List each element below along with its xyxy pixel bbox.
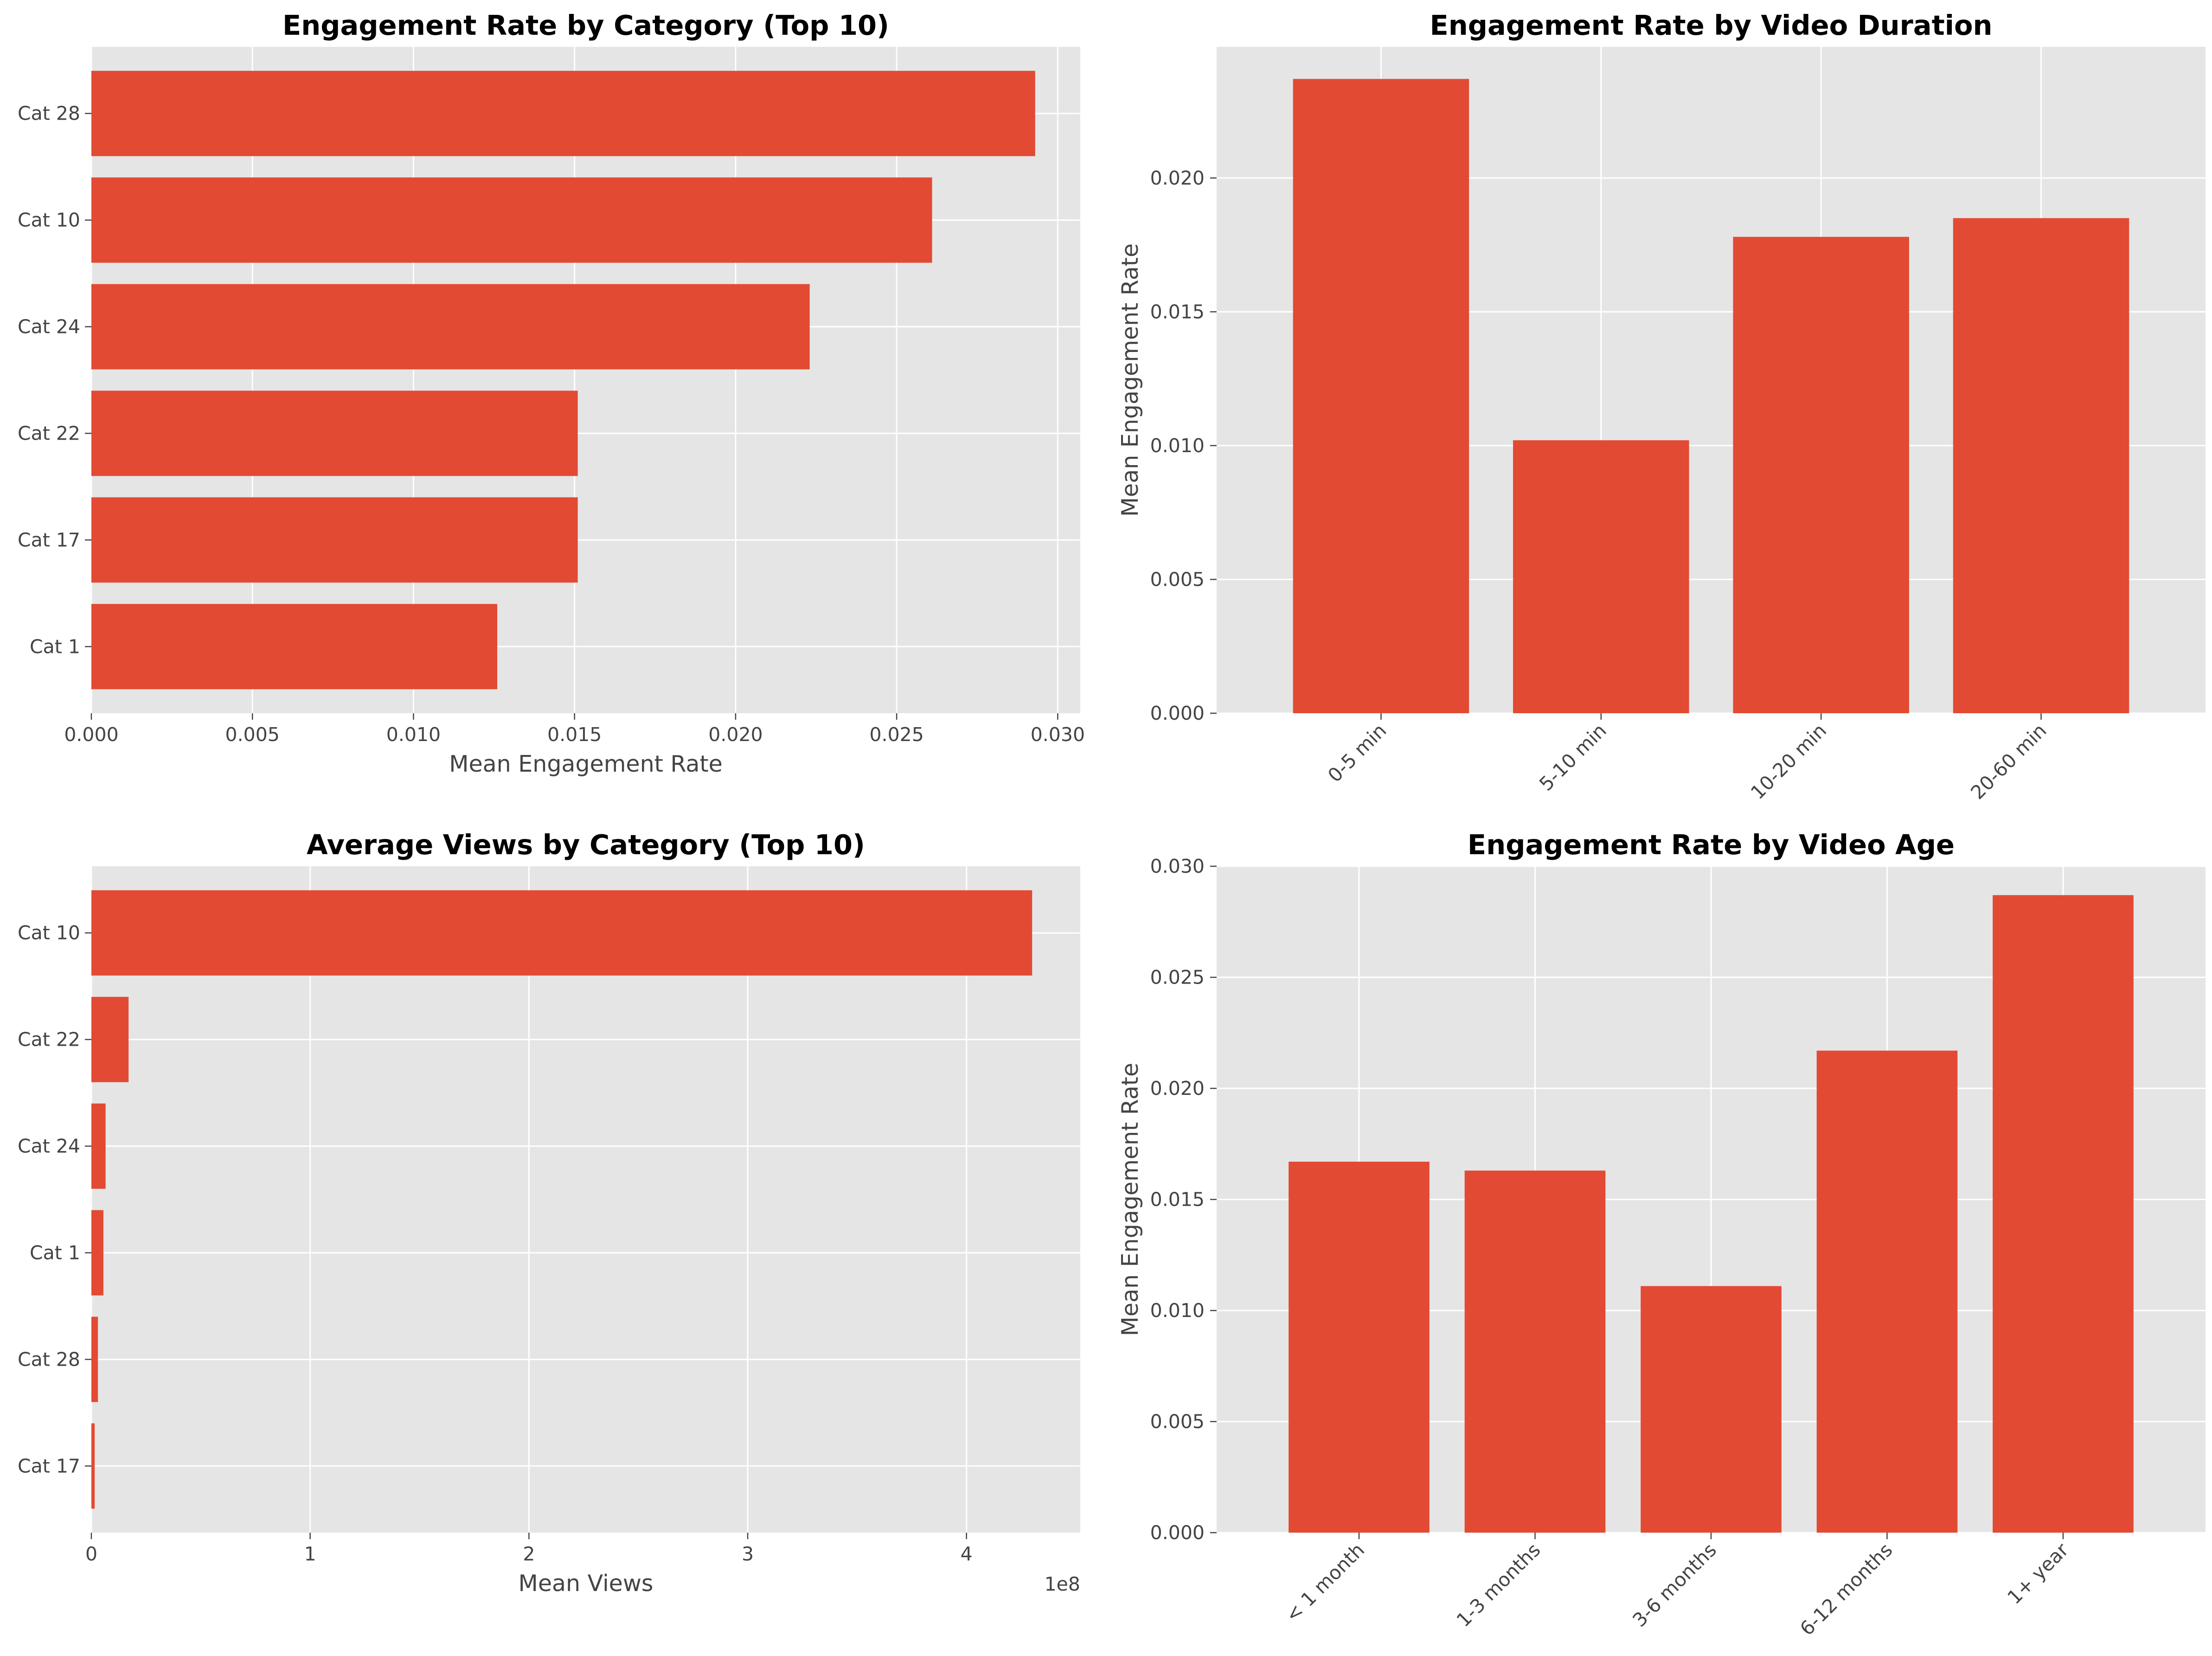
- x-tick-label: 3: [742, 1543, 754, 1565]
- y-tick-label: Cat 1: [30, 1241, 80, 1264]
- plot-area: [91, 866, 1080, 1533]
- x-tick-label: 20-60 min: [1967, 719, 2051, 804]
- y-tick-label: 0.000: [1150, 702, 1205, 724]
- plot-area: [91, 47, 1080, 713]
- y-tick-label: Cat 28: [18, 102, 80, 125]
- chart-title: Average Views by Category (Top 10): [307, 829, 865, 861]
- x-tick-label: 0.005: [225, 723, 280, 746]
- y-tick-label: Cat 10: [18, 922, 80, 944]
- bar-cat-24: [91, 284, 810, 370]
- x-tick-label: 1+ year: [2003, 1539, 2073, 1609]
- bar-0-5-min: [1293, 79, 1469, 713]
- x-tick-label: 0.010: [386, 723, 441, 746]
- chart-title: Engagement Rate by Category (Top 10): [282, 9, 889, 41]
- bar-10-20-min: [1733, 237, 1909, 714]
- x-tick-label: 0.020: [708, 723, 763, 746]
- y-tick-label: 0.020: [1150, 167, 1205, 189]
- chart-4: Engagement Rate by Video Age 0.000 0.005 0.…: [1117, 829, 2206, 1640]
- chart-2: Engagement Rate by Video Duration 0.000 0.…: [1117, 9, 2206, 804]
- chart-title: Engagement Rate by Video Duration: [1430, 9, 1992, 41]
- y-tick-label: 0.005: [1150, 568, 1205, 590]
- bar-3-6-months: [1641, 1286, 1782, 1533]
- y-tick-label: Cat 22: [18, 422, 80, 444]
- y-tick-label: 0.005: [1150, 1411, 1205, 1433]
- bar-cat-17: [91, 497, 578, 583]
- bar-cat-28: [91, 1317, 98, 1402]
- x-tick-label: 1-3 months: [1452, 1539, 1545, 1631]
- x-axis-label: Mean Engagement Rate: [449, 751, 723, 777]
- chart-3: Average Views by Category (Top 10) 0 1 2 3 4 C…: [18, 829, 1080, 1597]
- y-tick-label: Cat 24: [18, 316, 80, 338]
- bar-cat-10: [91, 890, 1032, 976]
- y-tick-label: 0.020: [1150, 1077, 1205, 1100]
- bar-1-3-months: [1464, 1170, 1606, 1533]
- y-axis-label: Mean Engagement Rate: [1117, 1063, 1143, 1336]
- y-tick-label: 0.025: [1150, 966, 1205, 989]
- x-tick-label: 6-12 months: [1795, 1539, 1897, 1640]
- bar-6-12-months: [1816, 1050, 1958, 1533]
- bar-20-60-min: [1953, 218, 2129, 714]
- y-tick-label: Cat 1: [30, 635, 80, 658]
- y-tick-label: 0.000: [1150, 1522, 1205, 1544]
- y-tick-label: 0.010: [1150, 1299, 1205, 1322]
- y-tick-label: 0.010: [1150, 435, 1205, 457]
- bar-5-10-min: [1513, 440, 1689, 713]
- x-tick-label: 0.030: [1031, 723, 1085, 746]
- x-tick-label: 5-10 min: [1535, 719, 1611, 795]
- x-tick-label: 0.015: [547, 723, 602, 746]
- y-tick-label: 0.030: [1150, 855, 1205, 877]
- bar-1-month: [1289, 1162, 1430, 1533]
- bar-cat-28: [91, 70, 1035, 156]
- bar-cat-24: [91, 1103, 106, 1189]
- bar-cat-22: [91, 390, 578, 476]
- y-tick-label: Cat 24: [18, 1135, 80, 1157]
- x-tick-label: 2: [523, 1543, 535, 1565]
- y-tick-label: Cat 28: [18, 1348, 80, 1370]
- y-tick-label: Cat 10: [18, 209, 80, 231]
- x-tick-label: 0.025: [869, 723, 923, 746]
- y-tick-label: Cat 17: [18, 529, 80, 551]
- x-axis-label: Mean Views: [519, 1570, 654, 1597]
- x-tick-label: 0.000: [64, 723, 118, 746]
- bar-cat-17: [91, 1423, 95, 1509]
- bar-cat-1: [91, 1210, 103, 1296]
- x-tick-label: < 1 month: [1281, 1539, 1369, 1626]
- x-tick-label: 10-20 min: [1746, 719, 1831, 804]
- y-tick-label: Cat 22: [18, 1029, 80, 1051]
- chart-title: Engagement Rate by Video Age: [1468, 829, 1955, 861]
- x-offset-label: 1e8: [1045, 1573, 1080, 1595]
- bar-cat-10: [91, 177, 932, 263]
- x-tick-label: 1: [304, 1543, 316, 1565]
- bar-cat-1: [91, 604, 498, 690]
- bar-1-year: [1993, 895, 2134, 1533]
- y-tick-label: 0.015: [1150, 1189, 1205, 1211]
- y-axis-label: Mean Engagement Rate: [1117, 243, 1143, 517]
- x-tick-label: 0: [85, 1543, 97, 1565]
- x-tick-label: 4: [961, 1543, 973, 1565]
- y-tick-label: Cat 17: [18, 1455, 80, 1477]
- y-tick-label: 0.015: [1150, 301, 1205, 323]
- x-tick-label: 0-5 min: [1323, 719, 1391, 786]
- x-tick-label: 3-6 months: [1628, 1539, 1721, 1631]
- bar-cat-22: [91, 997, 129, 1082]
- chart-1: Engagement Rate by Category (Top 10) 0.00…: [18, 9, 1085, 777]
